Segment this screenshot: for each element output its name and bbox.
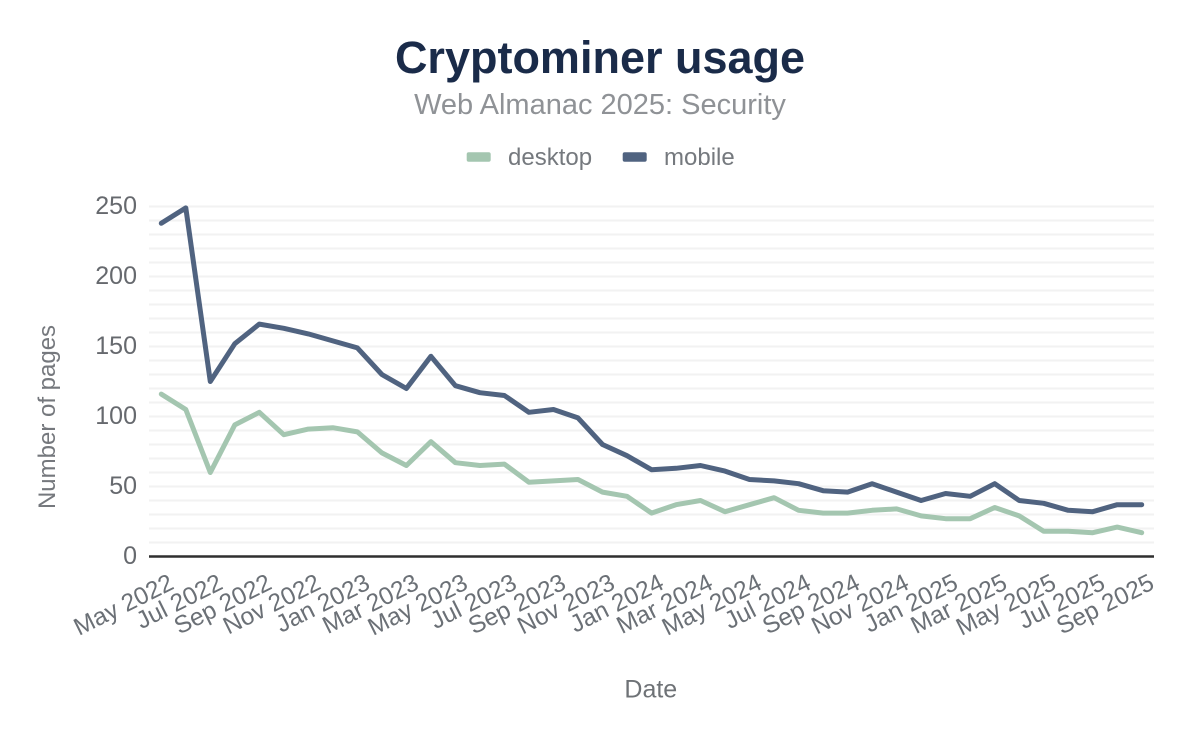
svg-text:Web Almanac 2025: Security: Web Almanac 2025: Security bbox=[414, 89, 786, 121]
svg-text:150: 150 bbox=[95, 332, 137, 360]
svg-text:100: 100 bbox=[95, 402, 137, 430]
svg-text:250: 250 bbox=[95, 192, 137, 220]
svg-text:Cryptominer usage: Cryptominer usage bbox=[395, 32, 805, 83]
svg-text:Number of pages: Number of pages bbox=[34, 325, 61, 509]
svg-text:desktop: desktop bbox=[508, 144, 592, 171]
svg-text:Date: Date bbox=[624, 676, 677, 704]
svg-text:50: 50 bbox=[109, 472, 137, 500]
svg-text:0: 0 bbox=[123, 542, 137, 570]
svg-text:200: 200 bbox=[95, 262, 137, 290]
svg-text:mobile: mobile bbox=[664, 144, 735, 171]
